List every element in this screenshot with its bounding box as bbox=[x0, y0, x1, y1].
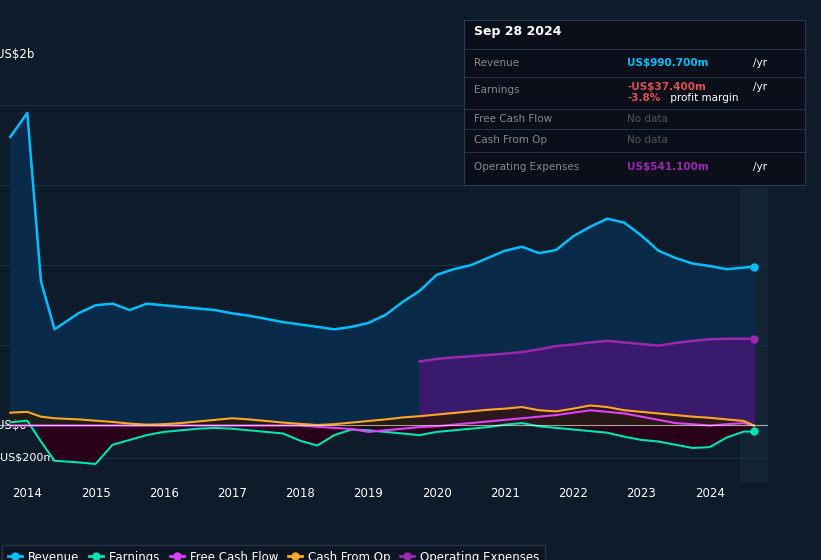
Text: /yr: /yr bbox=[754, 162, 768, 172]
Text: /yr: /yr bbox=[754, 58, 768, 68]
Text: US$2b: US$2b bbox=[0, 48, 34, 60]
Text: -US$37.400m: -US$37.400m bbox=[627, 82, 706, 92]
Text: Cash From Op: Cash From Op bbox=[474, 135, 547, 145]
Text: profit margin: profit margin bbox=[667, 93, 738, 103]
Text: US$0: US$0 bbox=[0, 419, 27, 432]
Text: Revenue: Revenue bbox=[474, 58, 519, 68]
Text: /yr: /yr bbox=[754, 82, 768, 92]
Text: US$990.700m: US$990.700m bbox=[627, 58, 709, 68]
Text: Free Cash Flow: Free Cash Flow bbox=[474, 114, 553, 124]
Legend: Revenue, Earnings, Free Cash Flow, Cash From Op, Operating Expenses: Revenue, Earnings, Free Cash Flow, Cash … bbox=[2, 545, 545, 560]
Text: No data: No data bbox=[627, 114, 668, 124]
Text: US$541.100m: US$541.100m bbox=[627, 162, 709, 172]
Text: -US$200m: -US$200m bbox=[0, 452, 54, 463]
Text: No data: No data bbox=[627, 135, 668, 145]
Text: Sep 28 2024: Sep 28 2024 bbox=[474, 26, 562, 39]
Text: Earnings: Earnings bbox=[474, 85, 520, 95]
Text: -3.8%: -3.8% bbox=[627, 93, 661, 103]
Text: Operating Expenses: Operating Expenses bbox=[474, 162, 580, 172]
Bar bbox=[741, 73, 768, 482]
